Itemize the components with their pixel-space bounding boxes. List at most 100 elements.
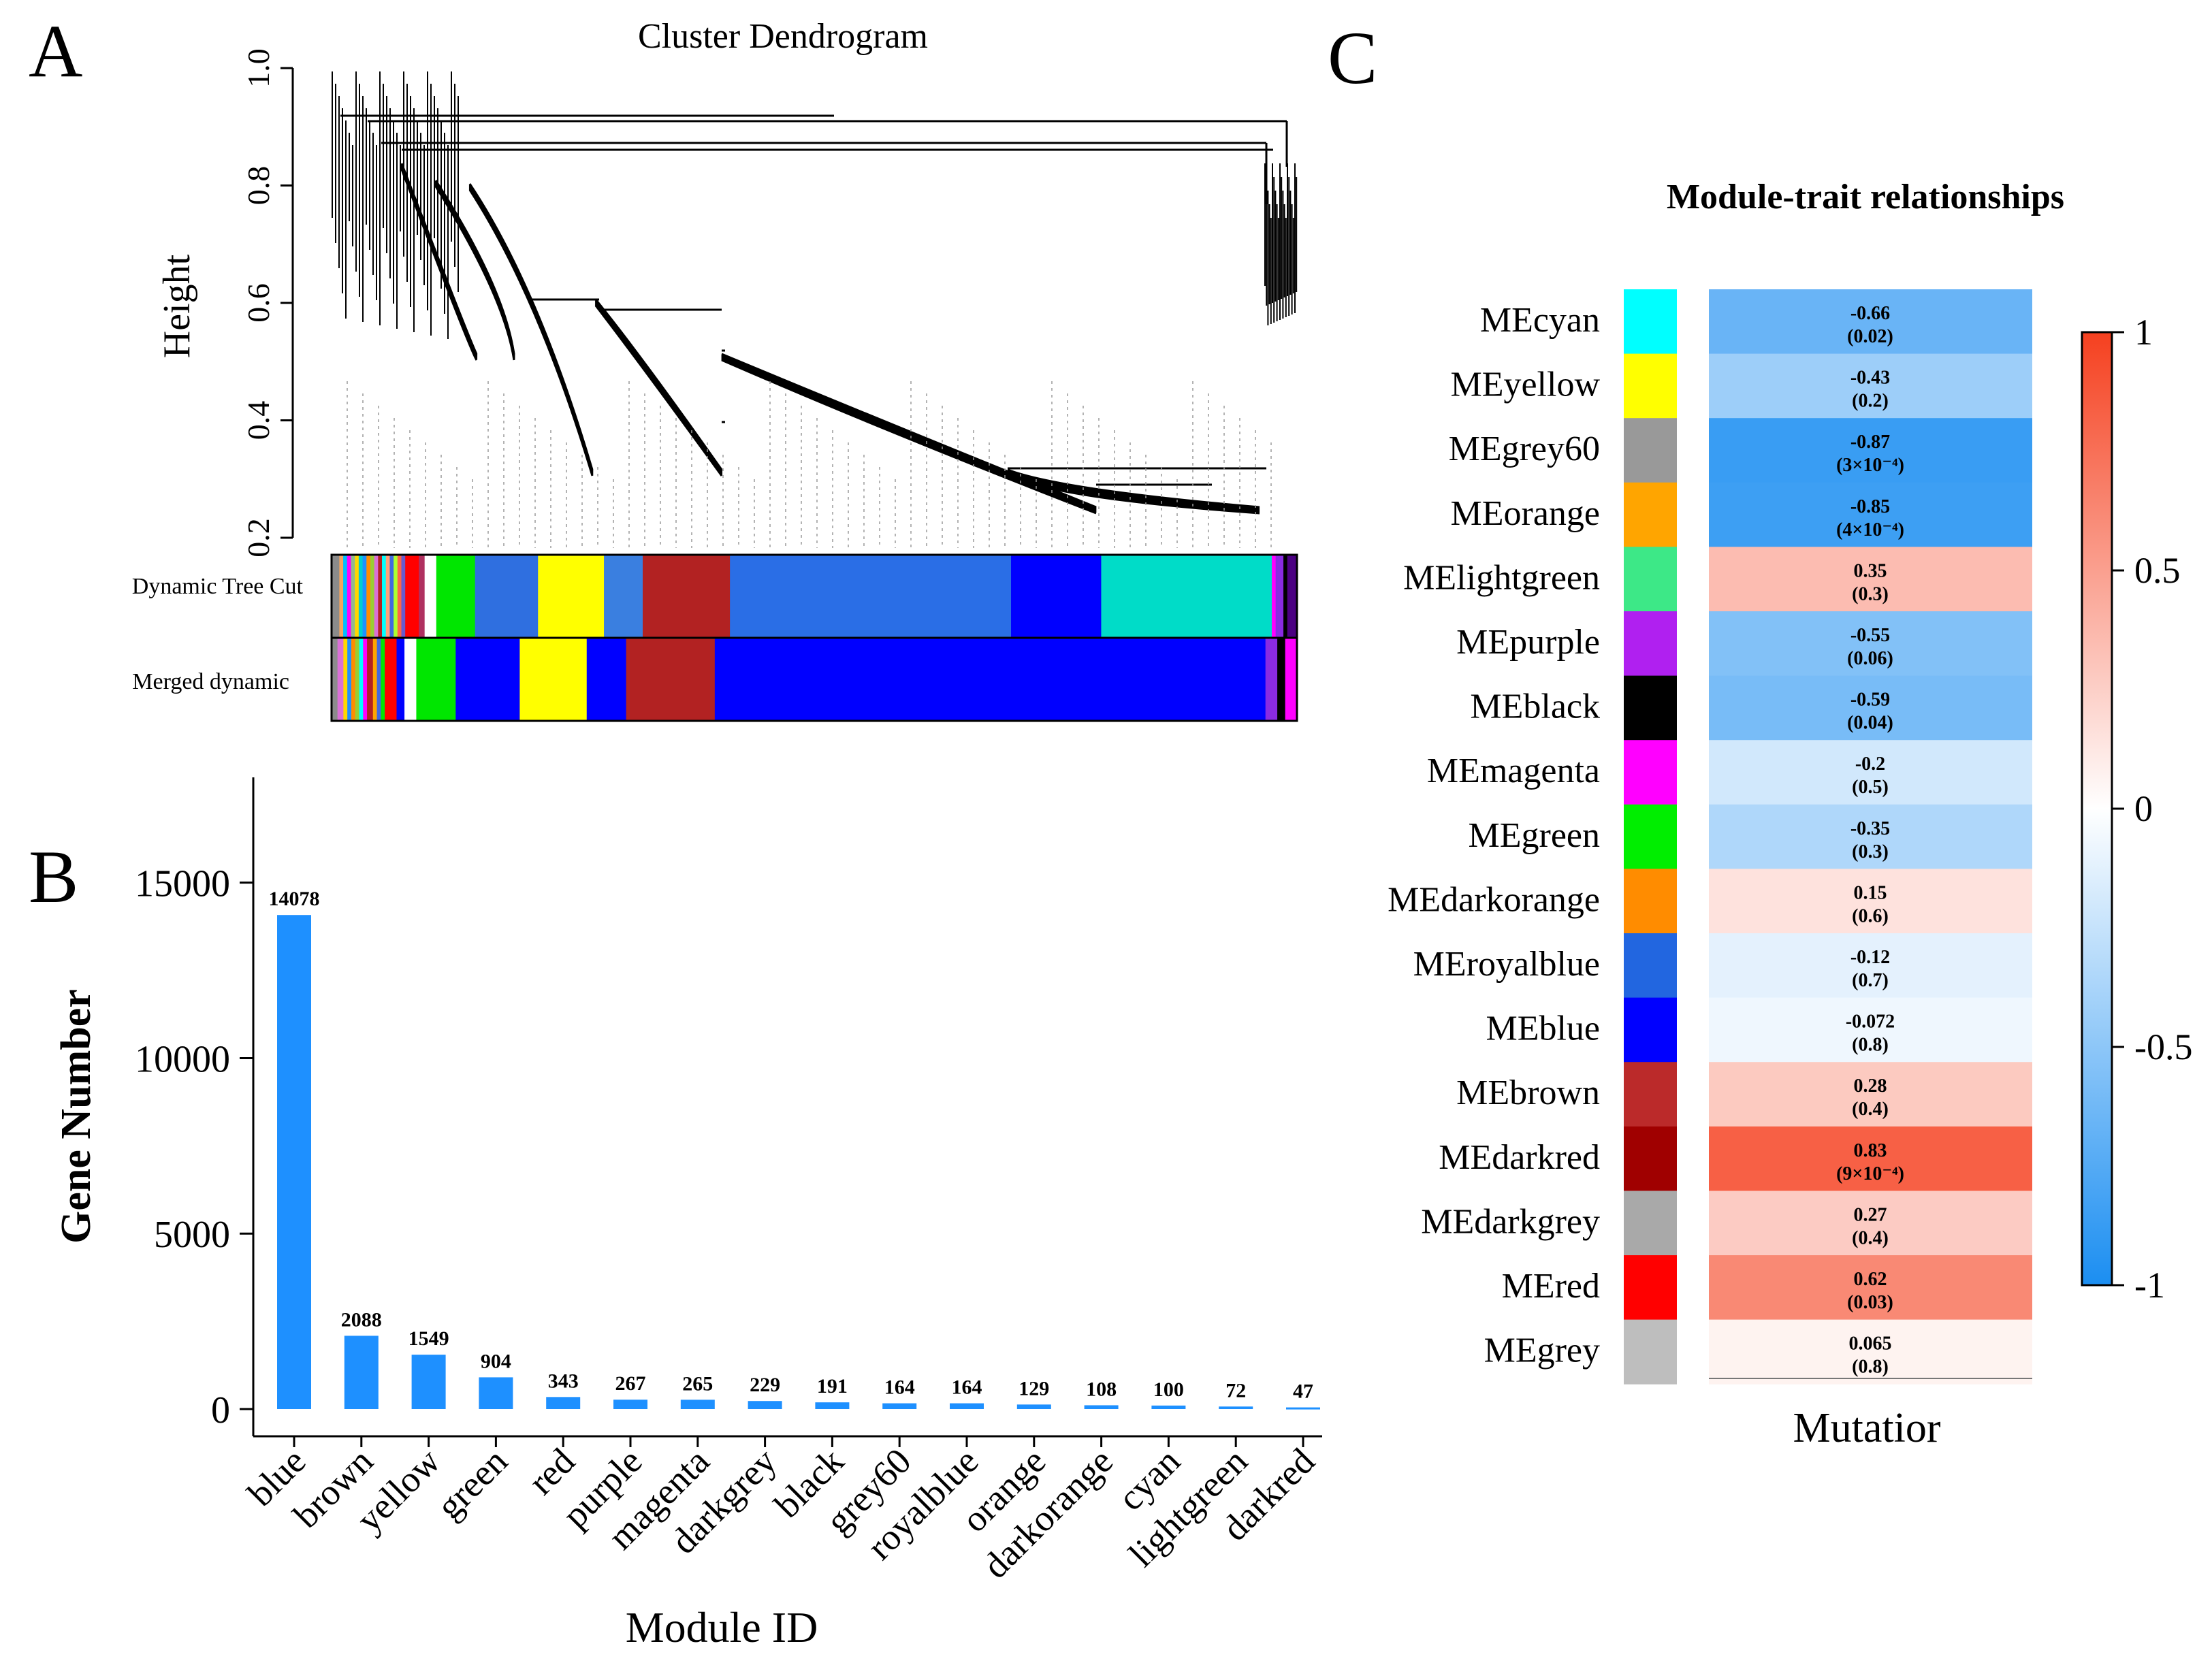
heatmap-cell-MEmagenta [1709, 740, 2032, 805]
bar-value-label: 164 [884, 1376, 915, 1399]
dendrogram-y-tick-label: 0.6 [241, 283, 276, 323]
color-scale-tick-label: 1 [2134, 312, 2153, 353]
module-label: MEcyan [1480, 301, 1600, 340]
module-label: MEmagenta [1427, 751, 1600, 790]
dendrogram-y-tick-label: 1.0 [241, 48, 276, 88]
heatmap-cell-MEorange [1709, 482, 2032, 547]
p-value: (0.7) [1852, 970, 1889, 991]
module-label: MEroyalblue [1413, 945, 1600, 984]
bar-darkgrey [748, 1401, 782, 1409]
merged-dynamic-segment [337, 638, 344, 721]
bar-value-label: 265 [682, 1372, 713, 1395]
correlation-value: 0.35 [1854, 560, 1887, 581]
module-label: MEdarkgrey [1421, 1202, 1600, 1241]
dynamic-tree-cut-segment [419, 555, 426, 638]
bar-value-label: 129 [1019, 1377, 1049, 1400]
dynamic-tree-cut-segment [385, 555, 390, 638]
correlation-value: 0.28 [1854, 1076, 1887, 1097]
correlation-value: -0.2 [1855, 754, 1885, 775]
merged-dynamic-segment [367, 638, 374, 721]
correlation-value: -0.35 [1850, 818, 1890, 839]
bar-blue [277, 915, 311, 1409]
p-value: (0.3) [1852, 841, 1889, 862]
correlation-value: -0.12 [1850, 947, 1890, 968]
dynamic-tree-cut-segment [604, 555, 643, 638]
module-swatch-MEdarkorange [1624, 869, 1677, 934]
bar-black [815, 1402, 850, 1409]
bar-red [546, 1397, 581, 1409]
bar-value-label: 904 [481, 1350, 511, 1372]
bar-brown [344, 1336, 379, 1409]
dendrogram-title: Cluster Dendrogram [638, 17, 928, 56]
panel-b-letter: B [29, 835, 78, 918]
dendrogram-branch [468, 189, 594, 476]
bar-value-label: 1549 [408, 1327, 449, 1350]
dynamic-tree-cut-segment [643, 555, 731, 638]
module-label: MEpurple [1456, 623, 1600, 662]
gene-count-y-ticks: 0 5000 10000 15000 [135, 863, 253, 1432]
bar-darkred [1286, 1407, 1320, 1410]
dynamic-tree-cut-segment [1275, 555, 1284, 638]
dendrogram-branch [1007, 474, 1260, 515]
heatmap-cell-MEpurple [1709, 611, 2032, 677]
module-trait-panel: Module-trait relationships MEcyan -0.66(0… [1388, 178, 2192, 1451]
dynamic-tree-cut-segment [378, 555, 383, 638]
heatmap-cell-MEdarkgrey [1709, 1191, 2032, 1256]
gene-count-bars: 14078blue2088brown1549yellow904green343r… [240, 888, 1322, 1586]
dynamic-tree-cut-segment [475, 555, 539, 638]
color-scale-tick-label: 0.5 [2134, 550, 2181, 591]
merged-dynamic-segment [347, 638, 352, 721]
bar-cyan [1151, 1405, 1186, 1409]
gene-count-x-label: Module ID [626, 1603, 818, 1651]
merged-dynamic-segment [363, 638, 368, 721]
module-swatch-MEgreen [1624, 804, 1677, 869]
bar-magenta [680, 1400, 715, 1409]
gene-count-y-tick-label: 15000 [135, 863, 230, 905]
dynamic-tree-cut-segment [401, 555, 406, 638]
bar-value-label: 108 [1086, 1378, 1117, 1400]
dynamic-tree-cut-segment [1271, 555, 1277, 638]
dynamic-tree-cut-segment [370, 555, 375, 638]
heatmap-cell-MEblack [1709, 675, 2032, 741]
bar-yellow [411, 1355, 446, 1409]
dynamic-tree-cut-segment [339, 555, 344, 638]
heatmap-cell-MEroyalblue [1709, 933, 2032, 999]
module-swatch-MEgrey [1624, 1319, 1677, 1385]
dynamic-tree-cut-segment [405, 555, 419, 638]
dynamic-tree-cut-segment [424, 555, 437, 638]
merged-dynamic-segment [416, 638, 456, 721]
dendrogram-y-tick-label: 0.4 [241, 401, 276, 440]
dynamic-tree-cut-segment [394, 555, 398, 638]
dendrogram-branch [400, 169, 478, 361]
heatmap-cell-MEgrey60 [1709, 418, 2032, 483]
correlation-value: -0.87 [1850, 432, 1890, 453]
category-label: green [429, 1440, 515, 1527]
dendrogram-branch [594, 305, 723, 476]
heatmap-cell-MEred [1709, 1255, 2032, 1321]
p-value: (0.4) [1852, 1099, 1889, 1120]
dendrogram-branch [721, 359, 1097, 515]
module-swatch-MEmagenta [1624, 740, 1677, 805]
module-label: MEorange [1451, 494, 1600, 533]
merged-dynamic-segment [343, 638, 348, 721]
bar-value-label: 164 [952, 1376, 982, 1399]
bar-grey60 [882, 1403, 917, 1409]
module-swatch-MEblack [1624, 675, 1677, 741]
gene-count-y-tick-label: 10000 [135, 1038, 230, 1080]
bar-value-label: 343 [548, 1370, 579, 1392]
module-swatch-MEgrey60 [1624, 418, 1677, 483]
dendrogram-y-tick-label: 0.8 [241, 166, 276, 206]
dynamic-tree-cut-segment [347, 555, 351, 638]
dynamic-tree-cut-segment [389, 555, 394, 638]
p-value: (0.06) [1847, 648, 1893, 669]
module-swatch-MEyellow [1624, 353, 1677, 419]
module-swatch-MEorange [1624, 482, 1677, 547]
merged-dynamic-segment [385, 638, 397, 721]
dynamic-tree-cut-segment [355, 555, 359, 638]
correlation-value: -0.072 [1846, 1012, 1895, 1033]
dendrogram-branch [468, 189, 594, 476]
correlation-value: 0.065 [1849, 1333, 1892, 1355]
color-scale-tick-label: -0.5 [2134, 1027, 2192, 1067]
